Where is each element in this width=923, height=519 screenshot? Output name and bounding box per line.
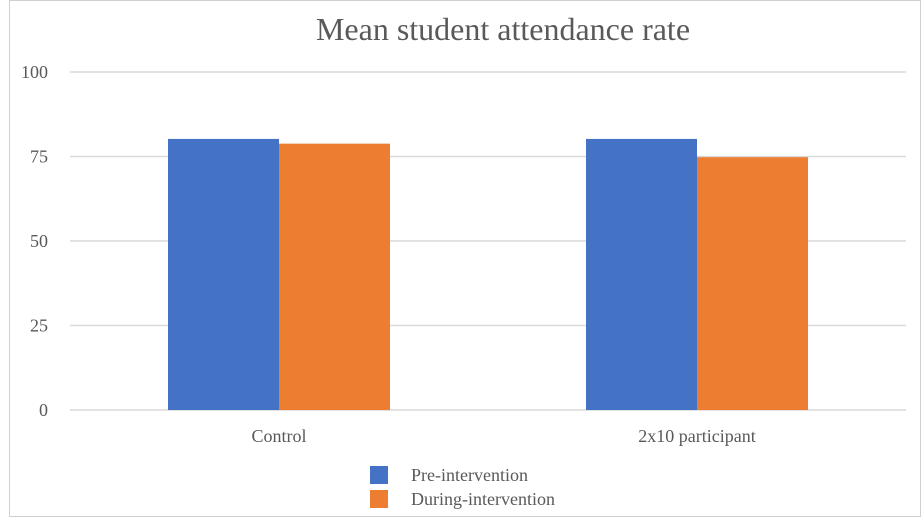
legend-swatch: [370, 466, 388, 484]
y-tick-label: 0: [39, 400, 48, 420]
bars: [168, 138, 808, 410]
legend-swatch: [370, 490, 388, 508]
bar-pre-intervention-1: [586, 138, 697, 410]
x-tick-label: Control: [251, 426, 306, 446]
x-axis-ticks: Control 2x10 participant: [251, 426, 755, 446]
bar-during-intervention-0: [279, 143, 390, 410]
y-tick-label: 100: [21, 62, 48, 82]
legend-label: During-intervention: [411, 489, 555, 509]
y-tick-label: 25: [30, 316, 48, 336]
chart-title: Mean student attendance rate: [316, 11, 690, 47]
y-tick-label: 75: [30, 147, 48, 167]
bar-during-intervention-1: [697, 157, 808, 410]
y-axis-ticks: 0 25 50 75 100: [21, 62, 48, 420]
y-tick-label: 50: [30, 231, 48, 251]
legend-label: Pre-intervention: [411, 465, 528, 485]
bar-pre-intervention-0: [168, 138, 279, 410]
x-tick-label: 2x10 participant: [638, 426, 755, 446]
legend: Pre-intervention During-intervention: [370, 465, 555, 509]
